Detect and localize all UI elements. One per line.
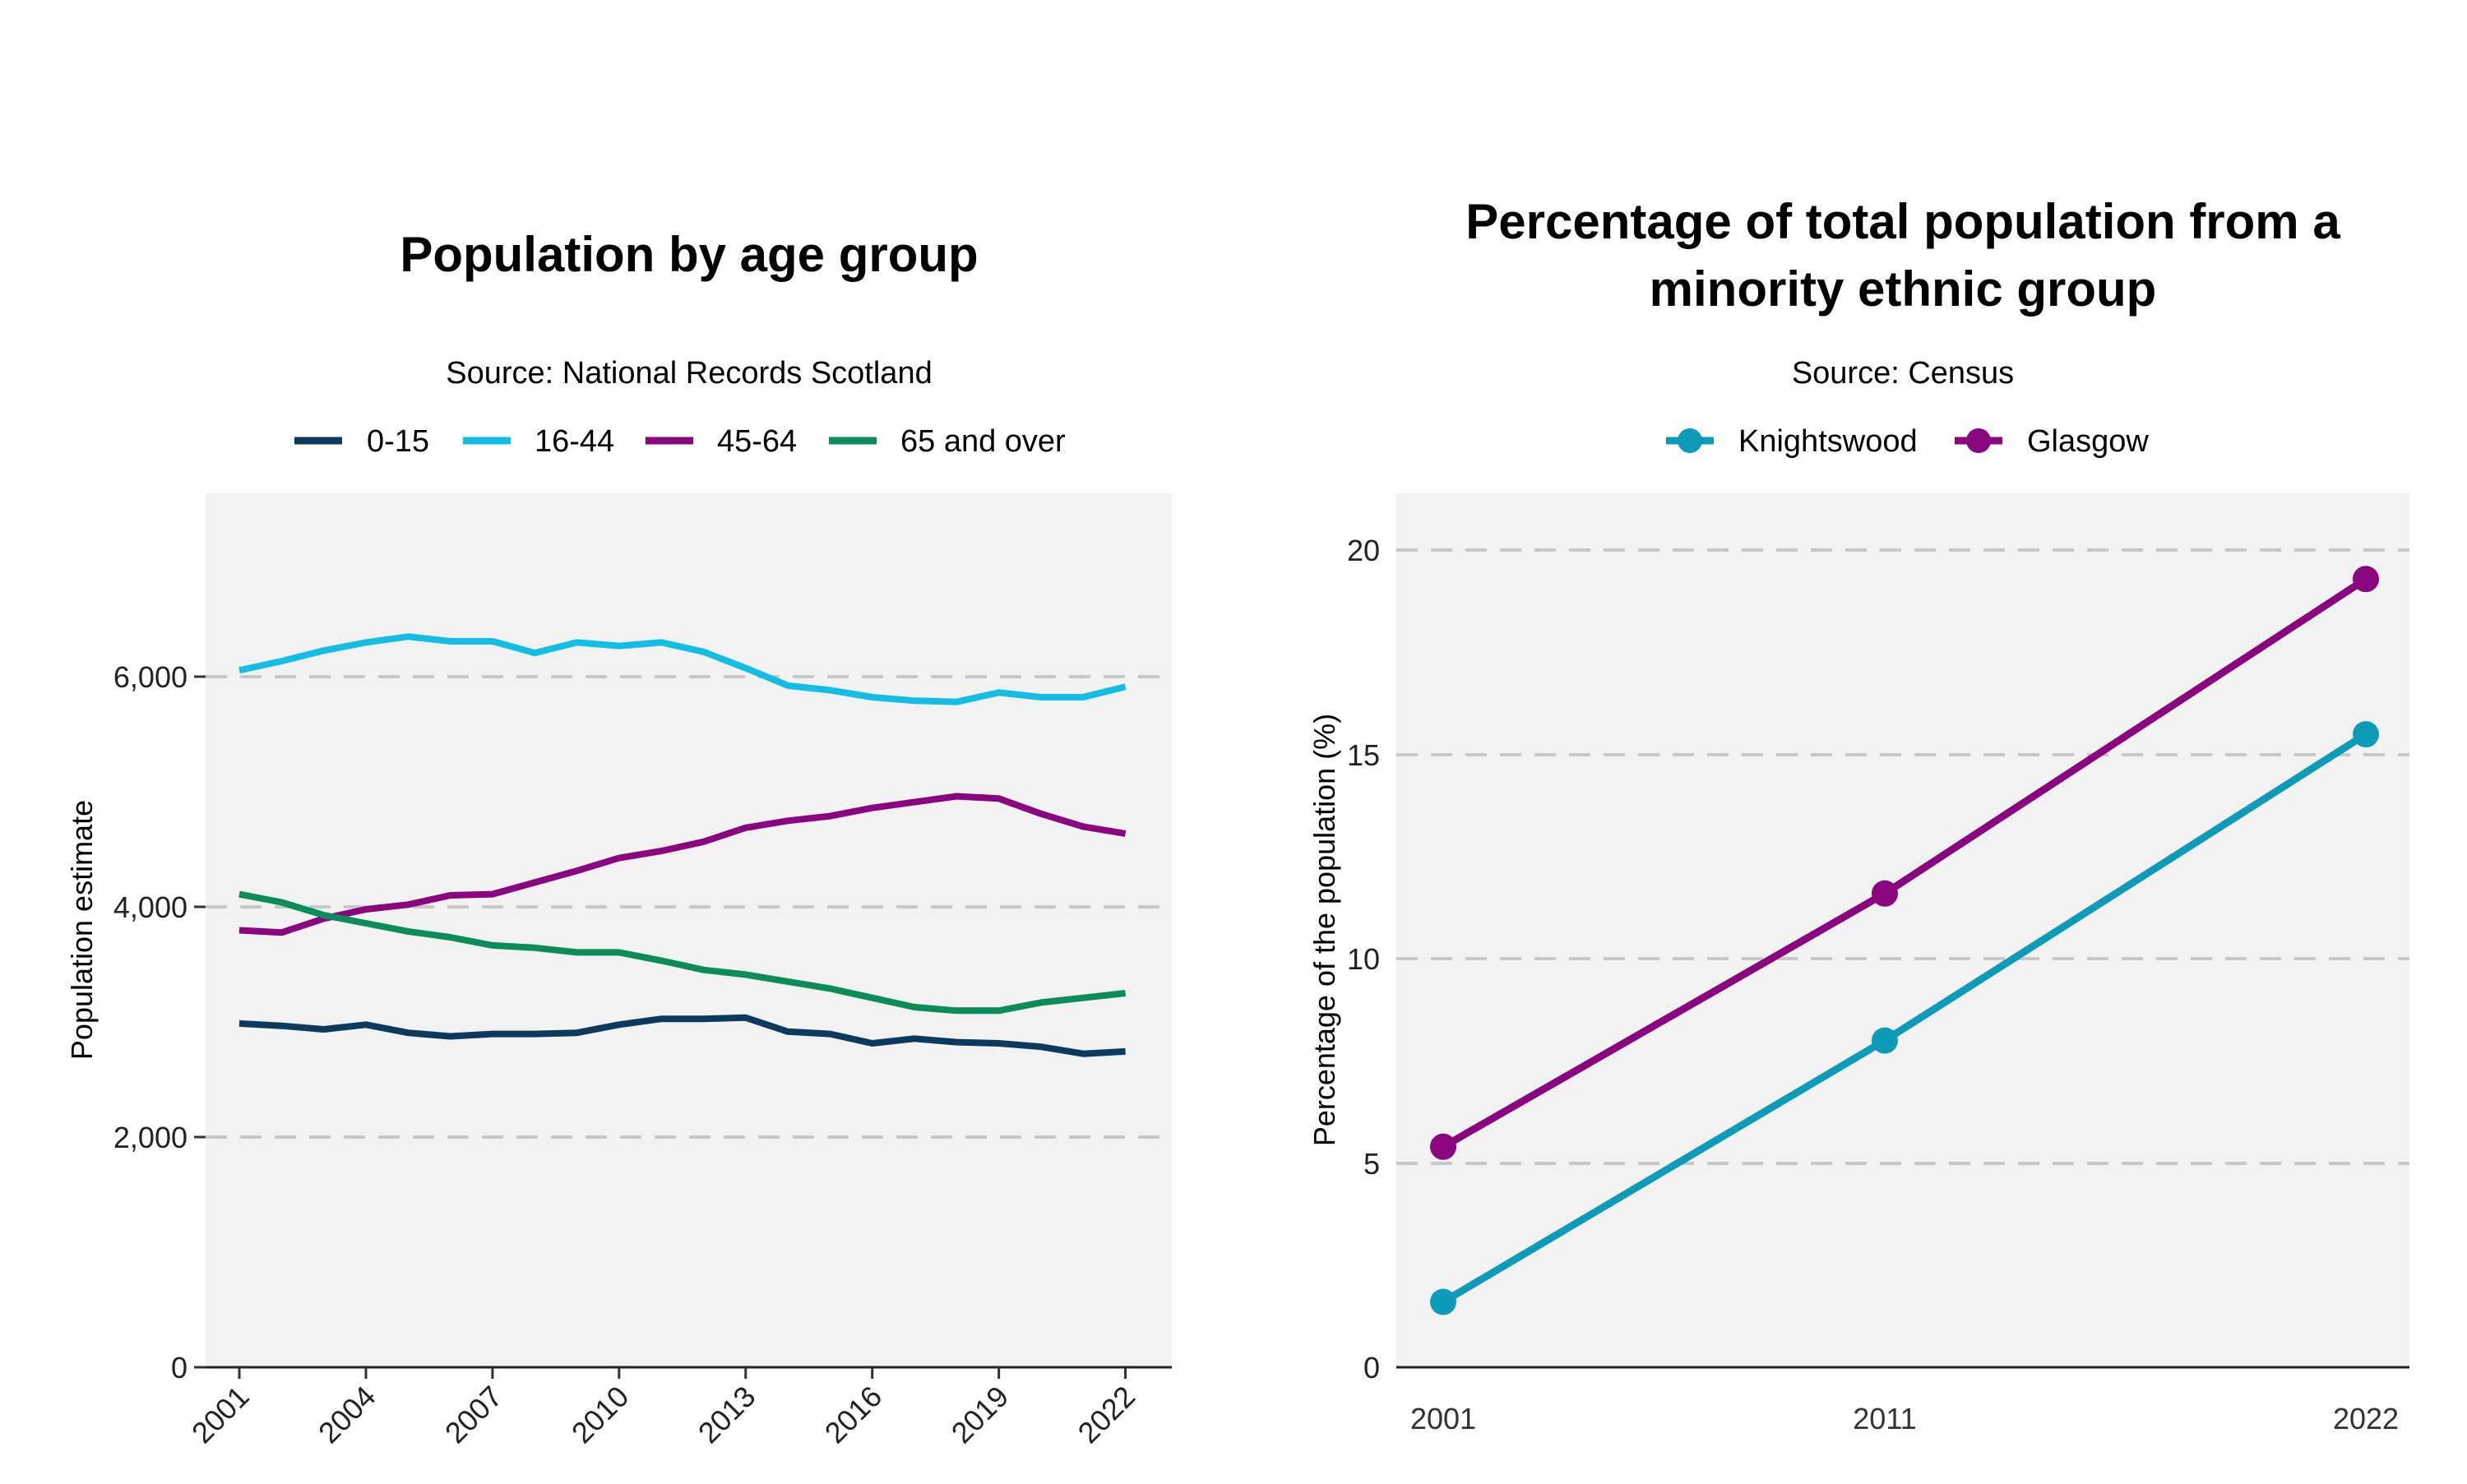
legend-label-0-15: 0-15	[367, 424, 429, 459]
right-gridlines	[1396, 548, 2409, 1165]
point-glasgow-2011	[1872, 880, 1898, 907]
right-subtitle: Source: Census	[1792, 356, 2014, 391]
legend-marker-knightswood	[1678, 428, 1702, 453]
left-ytick-label-6000: 6,000	[113, 660, 187, 694]
left-title: Population by age group	[400, 227, 978, 282]
series-line-65-and-over	[238, 890, 1127, 1015]
legend-label-65-over: 65 and over	[900, 424, 1066, 459]
chart-left: Population by age group Source: National…	[65, 227, 1172, 1449]
right-ytick-label-0: 0	[1363, 1351, 1380, 1385]
right-y-ticks: 0 5 10 15 20	[1347, 534, 1380, 1385]
point-knightswood-2001	[1430, 1288, 1456, 1315]
right-ytick-label-10: 10	[1347, 942, 1380, 976]
right-x-ticks: 2001 2011 2022	[1410, 1402, 2399, 1435]
right-xtick-label-2001: 2001	[1410, 1402, 1476, 1435]
left-gridlines	[206, 675, 1172, 1139]
point-glasgow-2001	[1430, 1133, 1456, 1160]
point-knightswood-2011	[1872, 1027, 1898, 1054]
left-ytick-label-2000: 2,000	[113, 1121, 187, 1154]
series-line-16-44	[238, 633, 1127, 705]
legend-label-45-64: 45-64	[717, 424, 797, 459]
series-line-45-64	[238, 793, 1127, 936]
right-title-line-2: minority ethnic group	[1650, 261, 2157, 317]
left-series	[238, 633, 1127, 1057]
left-plot-panel	[206, 493, 1172, 1367]
left-ytick-label-0: 0	[171, 1351, 187, 1385]
right-title-line-1: Percentage of total population from a	[1465, 194, 2340, 249]
left-ytick-label-4000: 4,000	[113, 890, 187, 924]
legend-label-knightswood: Knightswood	[1738, 424, 1918, 459]
chart-right: Percentage of total population from a mi…	[1308, 194, 2409, 1435]
right-legend: Knightswood Glasgow	[1666, 424, 2149, 459]
point-glasgow-2022	[2353, 566, 2379, 593]
left-y-ticks: 0 2,000 4,000 6,000	[113, 660, 206, 1385]
left-legend: 0-15 16-44 45-64 65 and over	[294, 424, 1066, 459]
right-ytick-label-15: 15	[1347, 738, 1380, 772]
right-series	[1430, 566, 2379, 1315]
right-ytick-label-5: 5	[1363, 1147, 1380, 1181]
right-xtick-label-2011: 2011	[1853, 1402, 1916, 1435]
right-ytick-label-20: 20	[1347, 534, 1380, 567]
point-knightswood-2022	[2353, 721, 2379, 748]
left-y-axis-title: Population estimate	[65, 800, 99, 1060]
left-subtitle: Source: National Records Scotland	[446, 356, 932, 391]
legend-marker-glasgow	[1966, 428, 1991, 453]
right-plot-panel	[1396, 493, 2409, 1367]
right-xtick-label-2022: 2022	[2333, 1402, 2399, 1435]
right-y-axis-title: Percentage of the population (%)	[1308, 714, 1341, 1146]
legend-label-glasgow: Glasgow	[2027, 424, 2149, 459]
legend-label-16-44: 16-44	[535, 424, 614, 459]
series-line-0-15	[238, 1014, 1126, 1057]
